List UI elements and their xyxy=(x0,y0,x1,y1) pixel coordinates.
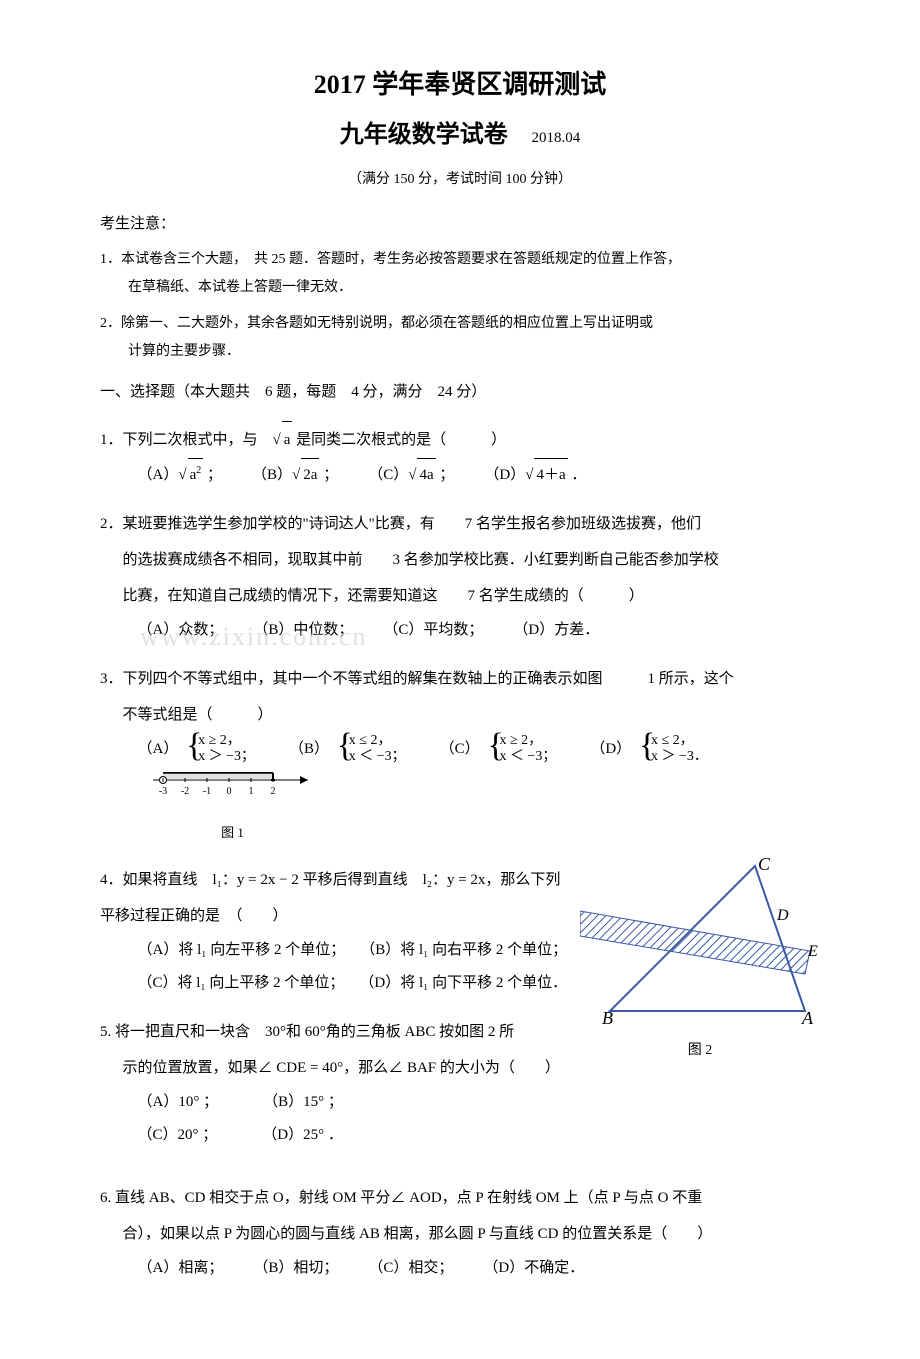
question-5: 5. 将一把直尺和一块含 30°和 60°角的三角板 ABC 按如图 2 所 示… xyxy=(100,1014,820,1152)
notice-1: 1．本试卷含三个大题， 共 25 题．答题时，考生务必按答题要求在答题纸规定的位… xyxy=(100,246,820,302)
q1-opt-d: （D）√4＋a ． xyxy=(484,458,586,492)
subtitle-row: 九年级数学试卷 2018.04 xyxy=(100,113,820,159)
svg-text:-3: -3 xyxy=(158,786,166,797)
section-1-head: 一、选择题（本大题共 6 题，每题 4 分，满分 24 分） xyxy=(100,378,820,407)
q1-options: （A）√a2 ； （B）√2a ； （C）√4a ； （D）√4＋a ． xyxy=(100,458,820,492)
question-4: 4．如果将直线 l₁：y = 2x − 2 平移后得到直线 l₂：y = 2x，… xyxy=(100,862,820,1000)
q3-opt-b: （B） x ≤ 2，x ＜ −3； xyxy=(289,733,410,767)
q5-options-row1: （A）10° ； （B）15° ； xyxy=(100,1086,820,1119)
radical-icon: √ xyxy=(273,432,281,448)
notice-heading: 考生注意： xyxy=(100,210,820,239)
q4-opt-b: （B）将 l₁ 向右平移 2 个单位； xyxy=(368,942,567,958)
notice-2a: 2．除第一、二大题外，其余各题如无特别说明，都必须在答题纸的相应位置上写出证明或 xyxy=(100,316,653,331)
q2-line-c: 比赛，在知道自己成绩的情况下，还需要知道这 7 名学生成绩的（ ） xyxy=(100,578,820,614)
numberline-svg: -3 -2 -1 0 1 2 xyxy=(148,766,318,806)
question-3: 3．下列四个不等式组中，其中一个不等式组的解集在数轴上的正确表示如图 1 所示，… xyxy=(100,661,820,848)
q6-opt-c: （C）相交； xyxy=(368,1252,453,1285)
q5-line-b: 示的位置放置，如果∠ CDE = 40°，那么∠ BAF 的大小为（ ） xyxy=(100,1050,820,1086)
q2-line-b: 的选拔赛成绩各不相同，现取其中前 3 名参加学校比赛．小红要判断自己能否参加学校 xyxy=(100,542,820,578)
notice-2: 2．除第一、二大题外，其余各题如无特别说明，都必须在答题纸的相应位置上写出证明或… xyxy=(100,310,820,366)
svg-text:-2: -2 xyxy=(180,786,188,797)
number-line-figure: -3 -2 -1 0 1 2 图 1 xyxy=(148,766,318,848)
q2-opt-a: （A）众数； xyxy=(138,614,224,647)
q3-opt-d: （D） x ≤ 2，x ＞ −3． xyxy=(590,733,712,767)
q6-line-a: 6. 直线 AB、CD 相交于点 O，射线 OM 平分∠ AOD，点 P 在射线… xyxy=(100,1180,820,1216)
q3-line-a: 3．下列四个不等式组中，其中一个不等式组的解集在数轴上的正确表示如图 1 所示，… xyxy=(100,661,820,697)
q5-options-row2: （C）20° ； （D）25° ． xyxy=(100,1119,820,1152)
fig1-caption: 图 1 xyxy=(148,819,318,848)
q6-options: （A）相离； （B）相切； （C）相交； （D）不确定． xyxy=(100,1252,820,1285)
svg-text:1: 1 xyxy=(248,786,253,797)
q6-line-b: 合），如果以点 P 为圆心的圆与直线 AB 相离，那么圆 P 与直线 CD 的位… xyxy=(100,1216,820,1252)
q4-stem: 4．如果将直线 l₁：y = 2x − 2 平移后得到直线 l₂：y = 2x，… xyxy=(100,862,820,934)
notice-1b: 在草稿纸、本试卷上答题一律无效． xyxy=(100,280,352,295)
q6-opt-a: （A）相离； xyxy=(138,1252,224,1285)
q3-options: （A） x ≥ 2，x ＞ −3； （B） x ≤ 2，x ＜ −3； （C） … xyxy=(100,733,820,848)
q1-opt-c: （C）√4a ； xyxy=(368,458,454,492)
q2-opt-d: （D）方差． xyxy=(513,614,599,647)
svg-text:2: 2 xyxy=(270,786,275,797)
q1-opt-a: （A）√a2 ； xyxy=(138,458,223,492)
q4-options-row1: （A）将 l₁ 向左平移 2 个单位； （B）将 l₁ 向右平移 2 个单位； xyxy=(100,934,820,967)
exam-date: 2018.04 xyxy=(532,130,581,146)
q4-options-row2: （C）将 l₁ 向上平移 2 个单位； （D）将 l₁ 向下平移 2 个单位． xyxy=(100,967,820,1000)
q3-opt-c: （C） x ≥ 2，x ＜ −3； xyxy=(440,733,561,767)
q4-opt-a: （A）将 l₁ 向左平移 2 个单位； xyxy=(138,942,338,958)
q5-opt-c: （C）20° ； xyxy=(138,1127,210,1143)
q1-opt-b: （B）√2a ； xyxy=(252,458,338,492)
svg-text:-1: -1 xyxy=(202,786,210,797)
q5-opt-a: （A）10° ； xyxy=(138,1094,211,1110)
svg-text:0: 0 xyxy=(226,786,231,797)
q3-line-b: 不等式组是（ ） xyxy=(100,697,820,733)
notice-2b: 计算的主要步骤． xyxy=(100,344,240,359)
q1-stem: 1．下列二次根式中，与 xyxy=(100,432,273,448)
q4-opt-d: （D）将 l₁ 向下平移 2 个单位． xyxy=(367,975,567,991)
q4-opt-c: （C）将 l₁ 向上平移 2 个单位； xyxy=(138,975,337,991)
q3-opt-a: （A） x ≥ 2，x ＞ −3； xyxy=(138,733,260,767)
q6-opt-b: （B）相切； xyxy=(253,1252,338,1285)
q6-opt-d: （D）不确定． xyxy=(483,1252,584,1285)
q2-options: （A）众数； （B）中位数； （C）平均数； （D）方差． www.zixin.… xyxy=(100,614,820,647)
exam-meta: （满分 150 分，考试时间 100 分钟） xyxy=(100,167,820,194)
q2-opt-c: （C）平均数； xyxy=(383,614,483,647)
question-2: 2．某班要推选学生参加学校的"诗词达人"比赛，有 7 名学生报名参加班级选拔赛，… xyxy=(100,506,820,647)
question-6: 6. 直线 AB、CD 相交于点 O，射线 OM 平分∠ AOD，点 P 在射线… xyxy=(100,1180,820,1285)
brace-icon: x ≥ 2，x ＞ −3； xyxy=(186,733,255,767)
main-title: 2017 学年奉贤区调研测试 xyxy=(100,60,820,109)
q5-opt-d: （D）25° ． xyxy=(270,1127,343,1143)
question-1: 1．下列二次根式中，与 √a 是同类二次根式的是（ ） （A）√a2 ； （B）… xyxy=(100,421,820,492)
q1-radicand: a xyxy=(282,421,293,458)
q2-line-a: 2．某班要推选学生参加学校的"诗词达人"比赛，有 7 名学生报名参加班级选拔赛，… xyxy=(100,506,820,542)
q5-opt-b: （B）15° ； xyxy=(271,1094,343,1110)
q1-tail: 是同类二次根式的是（ ） xyxy=(292,432,506,448)
notice-1a: 1．本试卷含三个大题， 共 25 题．答题时，考生务必按答题要求在答题纸规定的位… xyxy=(100,252,681,267)
q5-line-a: 5. 将一把直尺和一块含 30°和 60°角的三角板 ABC 按如图 2 所 xyxy=(100,1014,820,1050)
subtitle: 九年级数学试卷 xyxy=(340,122,508,148)
q2-opt-b: （B）中位数； xyxy=(253,614,353,647)
